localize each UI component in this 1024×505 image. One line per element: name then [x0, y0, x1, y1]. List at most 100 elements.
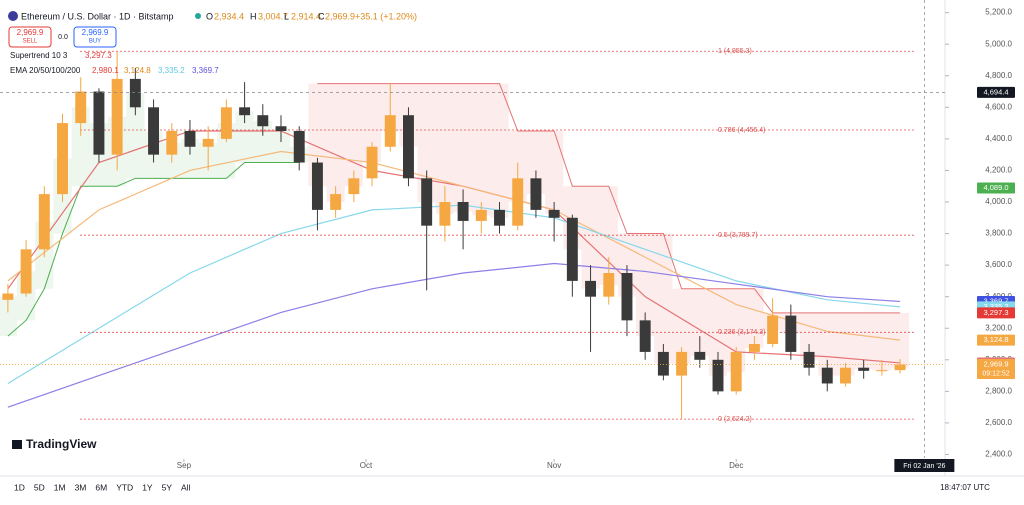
candle-body	[384, 115, 396, 147]
range-button[interactable]: 3M	[75, 482, 87, 492]
candle-body	[220, 107, 232, 139]
candle-body	[2, 293, 14, 300]
candle-body	[494, 209, 505, 226]
candle-body	[330, 194, 342, 210]
supertrend-value: 3,297.3	[85, 51, 112, 60]
fib-label: 0 (2,624.2)	[718, 416, 752, 423]
price-tag-label: 3,335.2	[983, 302, 1008, 311]
o: 2,934.4	[214, 11, 244, 21]
price-tag-label: 2,969.9	[983, 360, 1008, 369]
sell-label: SELL	[23, 39, 38, 45]
price-tag-label: 3,124.8	[983, 335, 1008, 344]
sell-button[interactable]	[8, 26, 52, 48]
y-tick-label: 2,600.0	[985, 418, 1012, 427]
range-button[interactable]: 1M	[54, 482, 66, 492]
price-tag	[977, 182, 1015, 194]
x-tick-label: Oct	[360, 461, 373, 470]
range-button[interactable]: 5Y	[162, 482, 173, 492]
x-tick-label: Nov	[547, 461, 561, 470]
ema-line	[7, 262, 901, 408]
supertrend-fill	[0, 93, 309, 337]
candle-body	[840, 367, 851, 384]
y-tick-label: 5,000.0	[985, 39, 1012, 48]
candle-body	[803, 351, 815, 368]
candle-body	[748, 344, 760, 352]
range-button[interactable]: YTD	[116, 482, 133, 492]
price-tag	[977, 86, 1015, 98]
ema-line	[7, 150, 901, 341]
y-tick-label: 4,800.0	[985, 71, 1012, 80]
price-tag-label: 3,297.3	[983, 308, 1008, 317]
candle-body	[821, 367, 833, 384]
candle-body	[403, 115, 414, 179]
supertrend-line	[317, 83, 901, 314]
change: +35.1 (+1.20%)	[355, 11, 417, 21]
ema-value: 3,124.8	[124, 66, 151, 75]
range-button[interactable]: 6M	[95, 482, 107, 492]
candle-body	[694, 351, 706, 360]
ema-value: 2,980.1	[92, 66, 119, 75]
candle-body	[585, 280, 597, 297]
buy-button[interactable]	[73, 26, 117, 48]
c: 2,969.9	[325, 11, 355, 21]
candle-body	[93, 91, 105, 155]
candle-body	[566, 217, 578, 281]
range-button[interactable]: All	[181, 482, 191, 492]
candle-body	[621, 273, 633, 321]
buy-label: BUY	[89, 39, 101, 45]
y-tick-label: 3,600.0	[985, 260, 1012, 269]
price-tag	[977, 307, 1015, 319]
candle-body	[657, 351, 669, 376]
c-label: C	[318, 11, 325, 21]
supertrend-line	[7, 162, 300, 337]
candle-body	[639, 320, 651, 352]
spread: 0.0	[58, 34, 68, 41]
logo-text: TradingView	[26, 437, 97, 451]
x-tick-label: Dec	[729, 461, 743, 470]
candle-body	[257, 115, 269, 127]
ema-value: 3,335.2	[158, 66, 185, 75]
y-tick-label: 2,800.0	[985, 386, 1012, 395]
price-tag-sub: 09:12:52	[982, 370, 1009, 377]
candle-body	[239, 107, 251, 116]
fib-label: 0.786 (4,456.4)	[718, 127, 765, 134]
price-tag-label: 3,369.7	[983, 296, 1008, 305]
o-label: O	[206, 11, 213, 21]
plot: 2,400.02,600.02,800.03,000.03,200.03,400…	[0, 0, 1015, 472]
sell-price: 2,969.9	[17, 28, 44, 37]
utc-time: 18:47:07 UTC	[940, 483, 990, 492]
range-button[interactable]: 5D	[34, 482, 45, 492]
candle-body	[202, 138, 214, 147]
range-button[interactable]: 1D	[14, 482, 25, 492]
symbol-icon	[8, 11, 18, 21]
candle-body	[785, 315, 797, 352]
candle-body	[858, 367, 870, 371]
candle-body	[57, 123, 68, 195]
range-button[interactable]: 1Y	[142, 482, 153, 492]
candle-body	[293, 130, 305, 163]
date-tag-bg	[894, 459, 955, 472]
price-tag	[977, 334, 1015, 346]
candle-body	[676, 351, 688, 376]
price-tag	[977, 359, 1015, 380]
candle-body	[275, 126, 287, 131]
candle-body	[421, 178, 433, 226]
y-tick-label: 3,800.0	[985, 229, 1012, 238]
candle-body	[439, 201, 451, 226]
toolbar: 18:47:07 UTC 1D 5D 1M 3M 6M YTD 1Y 5Y All	[14, 482, 990, 492]
candle-body	[894, 364, 906, 371]
logo: TradingView	[12, 437, 97, 451]
candle-body	[348, 178, 360, 195]
crosshair-date: Fri 02 Jan '26	[903, 463, 945, 470]
price-tag-label: 4,089.0	[983, 183, 1008, 192]
price-tag-label: 4,694.4	[983, 87, 1008, 96]
candle-body	[457, 201, 469, 221]
candle-body	[366, 146, 378, 179]
y-tick-label: 3,200.0	[985, 323, 1012, 332]
h-label: H	[250, 11, 257, 21]
candle-body	[530, 178, 542, 210]
candle-body	[184, 130, 196, 147]
y-tick-label: 2,400.0	[985, 450, 1012, 459]
symbol: Ethereum / U.S. Dollar · 1D · Bitstamp	[21, 11, 174, 21]
